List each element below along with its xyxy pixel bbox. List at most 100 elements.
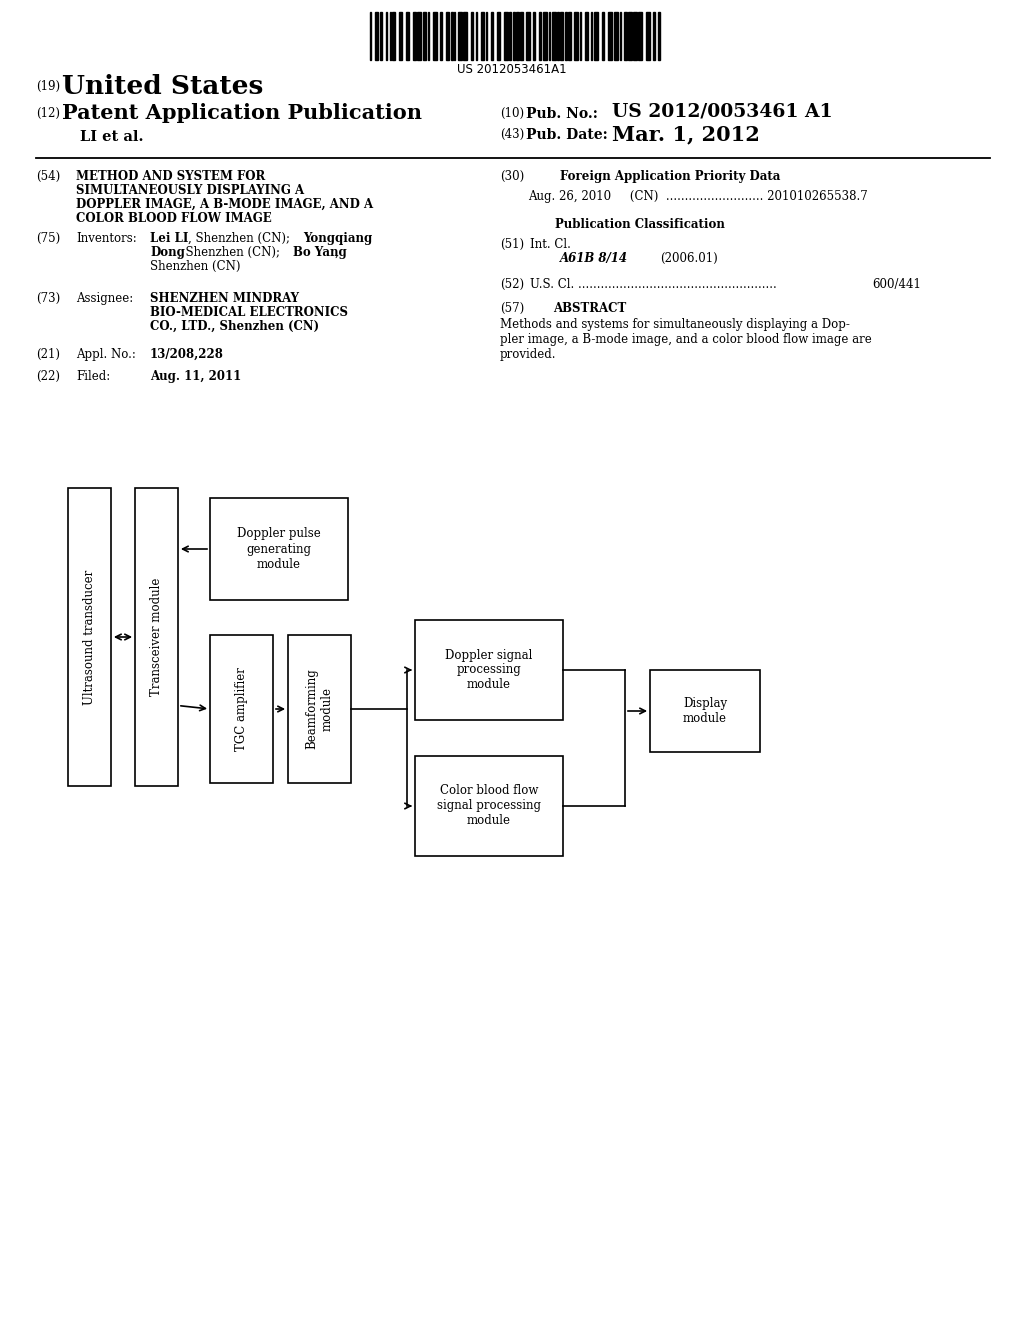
Bar xyxy=(392,12,395,59)
Text: Doppler pulse
generating
module: Doppler pulse generating module xyxy=(238,528,321,570)
Text: Methods and systems for simultaneously displaying a Dop-
pler image, a B-mode im: Methods and systems for simultaneously d… xyxy=(500,318,871,360)
Bar xyxy=(399,12,402,59)
Text: (10): (10) xyxy=(500,107,524,120)
Text: TGC amplifier: TGC amplifier xyxy=(234,667,248,751)
Text: Filed:: Filed: xyxy=(76,370,111,383)
Bar xyxy=(135,488,178,785)
Bar xyxy=(497,12,500,59)
Text: Yongqiang: Yongqiang xyxy=(303,232,373,246)
Text: Beamforming
module: Beamforming module xyxy=(305,669,334,750)
Text: Pub. Date:: Pub. Date: xyxy=(526,128,608,143)
Text: (54): (54) xyxy=(36,170,60,183)
Bar xyxy=(633,12,637,59)
Text: DOPPLER IMAGE, A B-MODE IMAGE, AND A: DOPPLER IMAGE, A B-MODE IMAGE, AND A xyxy=(76,198,373,211)
Text: A61B 8/14: A61B 8/14 xyxy=(560,252,628,265)
Bar xyxy=(446,12,449,59)
Text: Assignee:: Assignee: xyxy=(76,292,133,305)
Text: BIO-MEDICAL ELECTRONICS: BIO-MEDICAL ELECTRONICS xyxy=(150,306,348,319)
Bar xyxy=(504,12,508,59)
Text: U.S. Cl. .....................................................: U.S. Cl. ...............................… xyxy=(530,279,777,290)
Bar xyxy=(658,12,660,59)
Text: CO., LTD., Shenzhen (CN): CO., LTD., Shenzhen (CN) xyxy=(150,319,319,333)
Text: , Shenzhen (CN);: , Shenzhen (CN); xyxy=(178,246,284,259)
Text: Color blood flow
signal processing
module: Color blood flow signal processing modul… xyxy=(437,784,541,828)
Bar xyxy=(210,635,273,783)
Bar xyxy=(415,756,563,855)
Text: , Shenzhen (CN);: , Shenzhen (CN); xyxy=(188,232,294,246)
Text: Publication Classification: Publication Classification xyxy=(555,218,725,231)
Text: Aug. 26, 2010     (CN)  .......................... 201010265538.7: Aug. 26, 2010 (CN) .....................… xyxy=(528,190,867,203)
Bar xyxy=(490,12,493,59)
Text: Pub. No.:: Pub. No.: xyxy=(526,107,598,121)
Text: (52): (52) xyxy=(500,279,524,290)
Bar xyxy=(650,671,760,752)
Bar xyxy=(417,12,421,59)
Text: ,: , xyxy=(335,246,339,259)
Text: (51): (51) xyxy=(500,238,524,251)
Bar xyxy=(509,12,511,59)
Text: METHOD AND SYSTEM FOR: METHOD AND SYSTEM FOR xyxy=(76,170,265,183)
Text: Doppler signal
processing
module: Doppler signal processing module xyxy=(445,648,532,692)
Text: (73): (73) xyxy=(36,292,60,305)
Text: (75): (75) xyxy=(36,232,60,246)
Bar xyxy=(653,12,655,59)
Text: (30): (30) xyxy=(500,170,524,183)
Text: (57): (57) xyxy=(500,302,524,315)
Bar xyxy=(557,12,559,59)
Bar xyxy=(602,12,604,59)
Bar xyxy=(210,498,348,601)
Bar xyxy=(406,12,409,59)
Text: Transceiver module: Transceiver module xyxy=(150,578,163,696)
Bar xyxy=(68,488,111,785)
Bar xyxy=(440,12,442,59)
Bar xyxy=(638,12,642,59)
Text: Patent Application Publication: Patent Application Publication xyxy=(62,103,422,123)
Bar xyxy=(423,12,426,59)
Text: Foreign Application Priority Data: Foreign Application Priority Data xyxy=(560,170,780,183)
Bar xyxy=(513,12,515,59)
Text: Inventors:: Inventors: xyxy=(76,232,137,246)
Text: (19): (19) xyxy=(36,81,60,92)
Text: Aug. 11, 2011: Aug. 11, 2011 xyxy=(150,370,242,383)
Bar xyxy=(574,12,578,59)
Bar xyxy=(539,12,541,59)
Bar xyxy=(646,12,650,59)
Text: LI et al.: LI et al. xyxy=(80,129,143,144)
Bar xyxy=(560,12,563,59)
Text: (12): (12) xyxy=(36,107,60,120)
Bar xyxy=(375,12,378,59)
Text: United States: United States xyxy=(62,74,263,99)
Bar xyxy=(471,12,473,59)
Bar xyxy=(614,12,618,59)
Bar xyxy=(543,12,547,59)
Text: Int. Cl.: Int. Cl. xyxy=(530,238,570,251)
Text: 600/441: 600/441 xyxy=(872,279,921,290)
Text: Shenzhen (CN): Shenzhen (CN) xyxy=(150,260,241,273)
Bar xyxy=(380,12,382,59)
Text: Ultrasound transducer: Ultrasound transducer xyxy=(83,569,96,705)
Bar xyxy=(624,12,627,59)
Bar xyxy=(552,12,556,59)
Bar xyxy=(520,12,523,59)
Text: US 2012053461A1: US 2012053461A1 xyxy=(457,63,567,77)
Text: SHENZHEN MINDRAY: SHENZHEN MINDRAY xyxy=(150,292,299,305)
Text: Lei LI: Lei LI xyxy=(150,232,188,246)
Bar xyxy=(451,12,453,59)
Text: Display
module: Display module xyxy=(683,697,727,725)
Text: (21): (21) xyxy=(36,348,60,360)
Text: ABSTRACT: ABSTRACT xyxy=(553,302,627,315)
Text: Appl. No.:: Appl. No.: xyxy=(76,348,136,360)
Bar xyxy=(534,12,535,59)
Text: Bo Yang: Bo Yang xyxy=(293,246,347,259)
Bar xyxy=(568,12,571,59)
Text: (2006.01): (2006.01) xyxy=(660,252,718,265)
Text: Dong: Dong xyxy=(150,246,185,259)
Bar xyxy=(608,12,612,59)
Bar xyxy=(481,12,484,59)
Bar xyxy=(433,12,437,59)
Bar xyxy=(585,12,588,59)
Bar xyxy=(526,12,530,59)
Bar xyxy=(288,635,351,783)
Text: Mar. 1, 2012: Mar. 1, 2012 xyxy=(612,124,760,144)
Bar xyxy=(458,12,462,59)
